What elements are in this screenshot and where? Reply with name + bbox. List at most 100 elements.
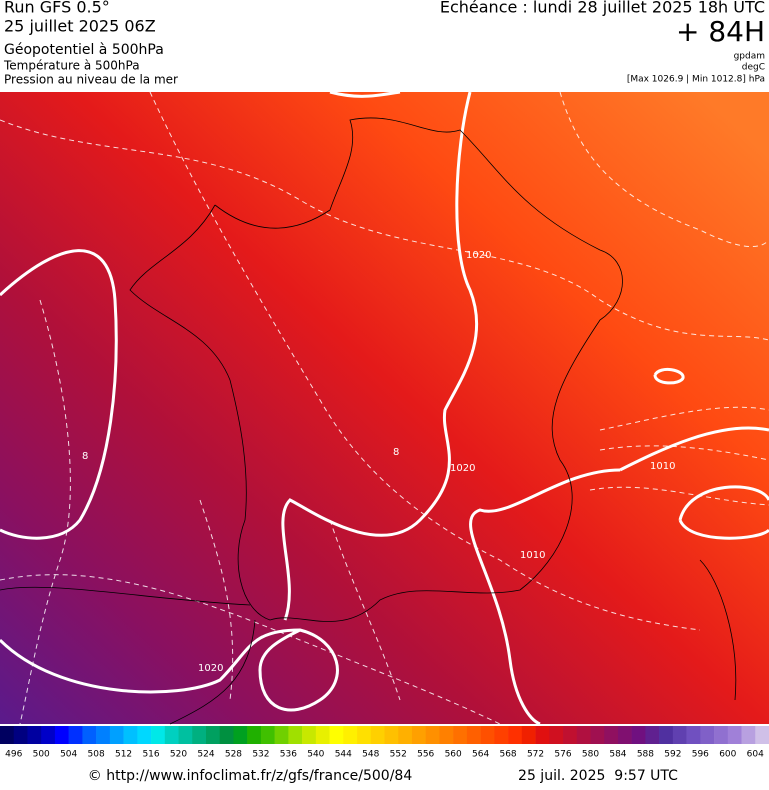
colorbar-label: 552 — [390, 750, 407, 760]
colorbar-swatch — [466, 726, 481, 744]
colorbar-label: 504 — [60, 750, 77, 760]
colorbar-swatch — [274, 726, 289, 744]
colorbar-swatch — [617, 726, 632, 744]
map-field — [0, 92, 769, 724]
colorbar-label: 536 — [280, 750, 297, 760]
colorbar-swatch — [109, 726, 124, 744]
colorbar-label: 548 — [362, 750, 379, 760]
colorbar-label: 532 — [252, 750, 269, 760]
colorbar-swatch — [494, 726, 509, 744]
colorbar-label: 524 — [197, 750, 214, 760]
colorbar-swatch — [384, 726, 399, 744]
minmax: [Max 1026.9 | Min 1012.8] hPa — [627, 75, 765, 85]
colorbar-swatch — [755, 726, 769, 744]
colorbar-label: 592 — [664, 750, 681, 760]
colorbar-swatch — [343, 726, 358, 744]
colorbar-label: 600 — [719, 750, 736, 760]
colorbar-label: 572 — [527, 750, 544, 760]
colorbar-label: 544 — [335, 750, 352, 760]
colorbar-swatch — [700, 726, 715, 744]
colorbar-swatch — [425, 726, 440, 744]
contour-labels: 1020 1010 1010 1020 1020 8 8 — [82, 250, 675, 674]
colorbar-swatch — [576, 726, 591, 744]
colorbar-label: 516 — [142, 750, 159, 760]
colorbar-swatch — [741, 726, 756, 744]
run-date: 25 juillet 2025 06Z — [4, 17, 156, 36]
colorbar-swatch — [590, 726, 605, 744]
colorbar-label: 508 — [88, 750, 105, 760]
colorbar-swatch — [480, 726, 495, 744]
isotherms — [0, 91, 769, 725]
field3: Pression au niveau de la mer — [4, 73, 178, 87]
colorbar-swatch — [123, 726, 138, 744]
colorbar-swatch — [645, 726, 660, 744]
colorbar-swatch — [178, 726, 193, 744]
colorbar-label: 520 — [170, 750, 187, 760]
colorbar-swatch — [714, 726, 729, 744]
colorbar-label: 528 — [225, 750, 242, 760]
colorbar-label: 560 — [445, 750, 462, 760]
colorbar-swatch — [659, 726, 674, 744]
field: Géopotentiel à 500hPa — [4, 42, 164, 58]
colorbar-swatch — [192, 726, 207, 744]
colorbar-swatch — [41, 726, 56, 744]
contour-label: 1020 — [198, 663, 223, 674]
colorbar-swatch — [260, 726, 275, 744]
colorbar-swatch — [631, 726, 646, 744]
field2: Température à 500hPa — [3, 59, 140, 73]
isobars — [0, 90, 769, 726]
colorbar-swatch — [137, 726, 152, 744]
colorbar-label: 496 — [5, 750, 22, 760]
map: 1020 1010 1010 1020 1020 8 8 — [0, 90, 769, 726]
colorbar-swatch — [370, 726, 385, 744]
contour-label: 1020 — [450, 463, 475, 474]
colorbar-swatch — [27, 726, 42, 744]
contour-label: 1010 — [650, 461, 675, 472]
echeance: Echéance : lundi 28 juillet 2025 18h UTC — [440, 0, 765, 17]
colorbar-label: 580 — [582, 750, 599, 760]
unit2: degC — [742, 63, 765, 73]
colorbar: 496 500 504 508 512 516 520 524 528 532 536 540 544 5… — [0, 726, 769, 760]
colorbar-swatch — [398, 726, 413, 744]
contour-label: 1010 — [520, 550, 545, 561]
colorbar-swatch — [151, 726, 166, 744]
colorbar-swatch — [453, 726, 468, 744]
colorbar-swatch — [439, 726, 454, 744]
colorbar-swatch — [686, 726, 701, 744]
run: Run GFS 0.5° — [4, 0, 110, 17]
colorbar-swatch — [233, 726, 248, 744]
colorbar-swatch — [549, 726, 564, 744]
colorbar-swatch — [357, 726, 372, 744]
unit1: gpdam — [734, 52, 765, 62]
colorbar-swatch — [54, 726, 69, 744]
coastlines — [0, 117, 737, 725]
colorbar-swatch — [672, 726, 687, 744]
footer-stamp: 25 juil. 2025 9:57 UTC — [518, 768, 678, 784]
colorbar-swatch — [288, 726, 303, 744]
colorbar-swatch — [219, 726, 234, 744]
colorbar-swatch — [68, 726, 83, 744]
colorbar-swatch — [521, 726, 536, 744]
colorbar-label: 604 — [747, 750, 764, 760]
colorbar-swatch — [315, 726, 330, 744]
colorbar-label: 576 — [554, 750, 571, 760]
colorbar-swatch — [164, 726, 179, 744]
colorbar-label: 584 — [609, 750, 626, 760]
colorbar-swatch — [0, 726, 15, 744]
colorbar-label: 564 — [472, 750, 489, 760]
colorbar-label: 512 — [115, 750, 132, 760]
footer-url: © http://www.infoclimat.fr/z/gfs/france/… — [88, 768, 413, 784]
colorbar-swatch — [82, 726, 97, 744]
colorbar-swatch — [604, 726, 619, 744]
contour-label: 1020 — [466, 250, 491, 261]
contour-label: 8 — [393, 447, 399, 458]
colorbar-label: 500 — [33, 750, 50, 760]
colorbar-swatch — [563, 726, 578, 744]
colorbar-label: 568 — [499, 750, 516, 760]
contour-label: 8 — [82, 451, 88, 462]
colorbar-label: 540 — [307, 750, 324, 760]
colorbar-swatch — [329, 726, 344, 744]
colorbar-swatch — [727, 726, 742, 744]
colorbar-swatch — [302, 726, 317, 744]
colorbar-swatch — [411, 726, 426, 744]
